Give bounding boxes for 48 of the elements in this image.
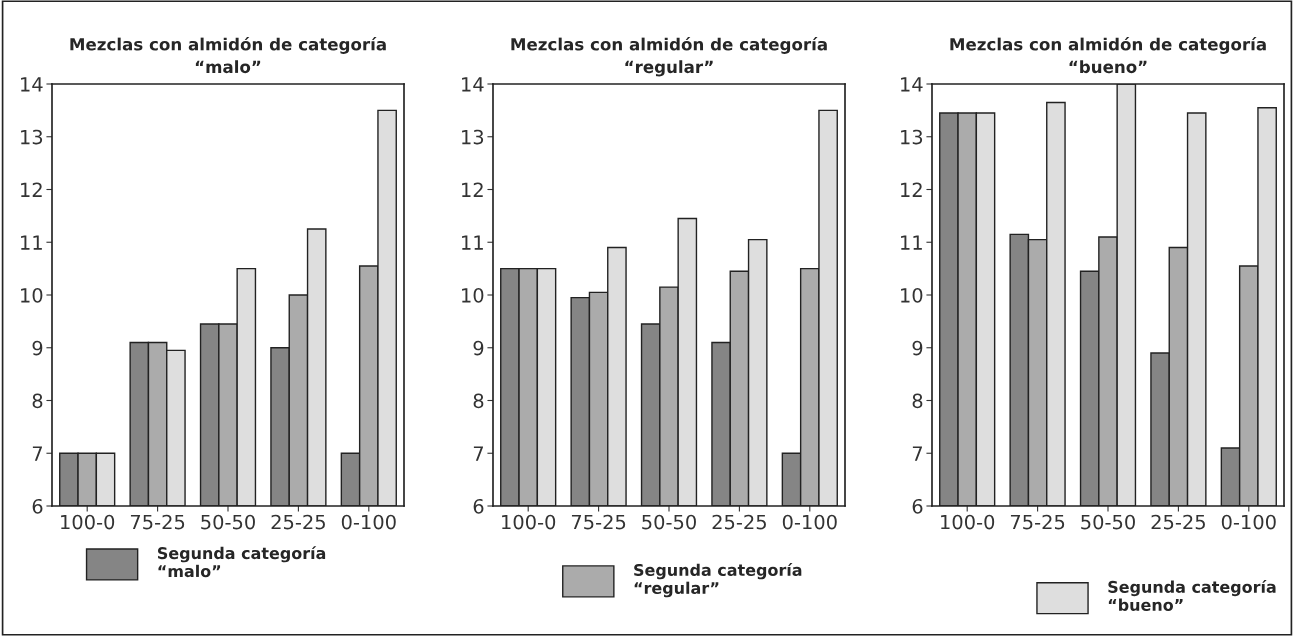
y-tick-label: 7 bbox=[473, 446, 483, 461]
y-tick-label: 8 bbox=[473, 393, 484, 409]
x-tick-label: 50-50 bbox=[201, 514, 255, 530]
x-tick-label: 100-0 bbox=[61, 514, 115, 530]
y-tick-label: 12 bbox=[901, 182, 922, 197]
y-tick-label: 6 bbox=[32, 498, 43, 514]
x-tick-label: 50-50 bbox=[1081, 514, 1135, 530]
y-tick-label: 9 bbox=[32, 340, 43, 356]
y-tick-label: 11 bbox=[21, 235, 42, 250]
x-tick-label: 75-25 bbox=[130, 514, 185, 530]
y-tick-label: 14 bbox=[21, 77, 43, 92]
y-tick-label: 8 bbox=[32, 393, 43, 409]
y-tick-label: 7 bbox=[912, 446, 922, 461]
y-tick-label: 14 bbox=[901, 77, 923, 92]
y-tick-label: 12 bbox=[21, 182, 42, 197]
x-tick-label: 25-25 bbox=[271, 514, 325, 530]
chart-title: Mezclas con almidón de categoría “malo” bbox=[70, 36, 386, 74]
y-tick-label: 9 bbox=[912, 340, 923, 356]
x-tick-label: 0-100 bbox=[341, 514, 396, 530]
y-tick-label: 10 bbox=[901, 287, 923, 303]
x-tick-label: 25-25 bbox=[1151, 514, 1205, 530]
chart-title: Mezclas con almidón de categoría “regular” bbox=[511, 36, 827, 77]
y-tick-label: 11 bbox=[462, 235, 483, 250]
x-tick-label: 0-100 bbox=[1221, 514, 1276, 530]
legend-label: Segunda categoría “malo” bbox=[157, 546, 326, 578]
x-tick-label: 50-50 bbox=[642, 514, 696, 530]
x-tick-label: 75-25 bbox=[571, 514, 626, 530]
y-tick-label: 6 bbox=[473, 498, 484, 514]
y-tick-label: 13 bbox=[462, 129, 484, 145]
y-tick-label: 7 bbox=[32, 446, 42, 461]
y-tick-label: 11 bbox=[901, 235, 922, 250]
y-tick-label: 13 bbox=[21, 129, 43, 145]
legend-label: Segunda categoría “regular” bbox=[634, 563, 802, 598]
y-tick-label: 6 bbox=[912, 498, 923, 514]
y-tick-label: 10 bbox=[462, 287, 484, 303]
x-tick-label: 100-0 bbox=[502, 514, 556, 530]
y-tick-label: 8 bbox=[912, 393, 923, 409]
y-tick-label: 13 bbox=[901, 129, 923, 145]
x-tick-label: 0-100 bbox=[782, 514, 837, 530]
x-tick-label: 100-0 bbox=[941, 514, 995, 530]
y-tick-label: 10 bbox=[21, 287, 43, 303]
x-tick-label: 25-25 bbox=[712, 514, 766, 530]
y-tick-label: 12 bbox=[462, 182, 483, 197]
chart-title: Mezclas con almidón de categoría “bueno” bbox=[950, 36, 1266, 74]
y-tick-label: 9 bbox=[473, 340, 484, 356]
x-tick-label: 75-25 bbox=[1010, 514, 1065, 530]
legend-label: Segunda categoría “bueno” bbox=[1108, 579, 1276, 611]
y-tick-label: 14 bbox=[462, 77, 484, 92]
